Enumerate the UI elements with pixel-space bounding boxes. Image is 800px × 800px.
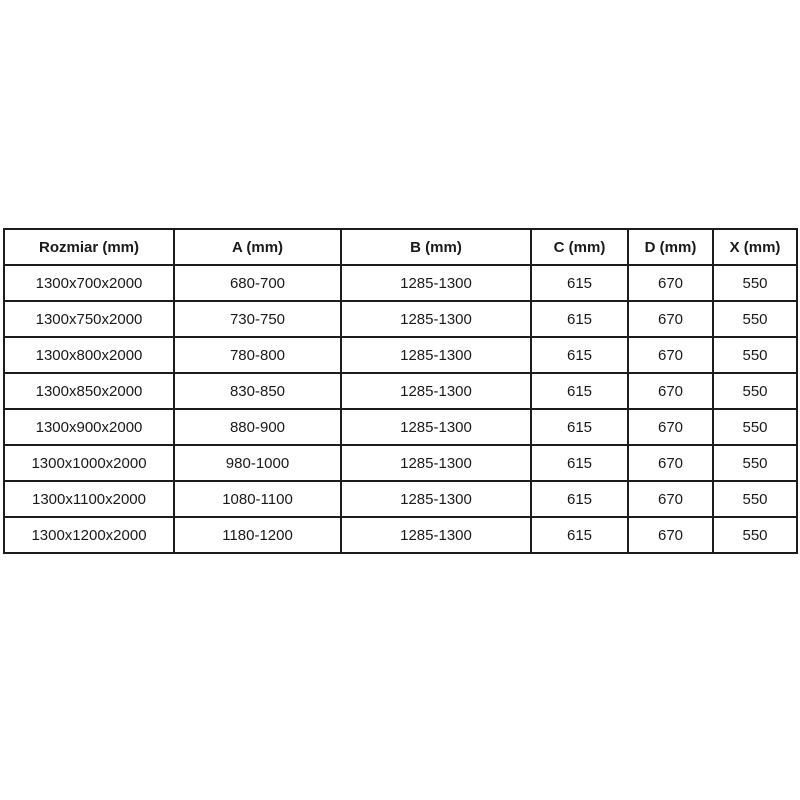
cell-x: 550	[712, 516, 798, 554]
cell-rozmiar: 1300x900x2000	[3, 408, 175, 446]
column-header-d: D (mm)	[627, 228, 714, 266]
cell-a: 880-900	[173, 408, 342, 446]
cell-b: 1285-1300	[340, 444, 532, 482]
cell-c: 615	[530, 336, 629, 374]
cell-rozmiar: 1300x850x2000	[3, 372, 175, 410]
column-header-a: A (mm)	[173, 228, 342, 266]
cell-b: 1285-1300	[340, 300, 532, 338]
cell-x: 550	[712, 480, 798, 518]
cell-x: 550	[712, 372, 798, 410]
cell-x: 550	[712, 264, 798, 302]
cell-d: 670	[627, 264, 714, 302]
cell-rozmiar: 1300x800x2000	[3, 336, 175, 374]
table-row: 1300x1000x2000 980-1000 1285-1300 615 67…	[3, 444, 798, 482]
cell-c: 615	[530, 480, 629, 518]
table-header-row: Rozmiar (mm) A (mm) B (mm) C (mm) D (mm)…	[3, 228, 798, 266]
cell-rozmiar: 1300x700x2000	[3, 264, 175, 302]
cell-c: 615	[530, 264, 629, 302]
column-header-x: X (mm)	[712, 228, 798, 266]
cell-x: 550	[712, 300, 798, 338]
table-row: 1300x850x2000 830-850 1285-1300 615 670 …	[3, 372, 798, 410]
column-header-c: C (mm)	[530, 228, 629, 266]
cell-d: 670	[627, 516, 714, 554]
cell-d: 670	[627, 336, 714, 374]
column-header-rozmiar: Rozmiar (mm)	[3, 228, 175, 266]
cell-rozmiar: 1300x1000x2000	[3, 444, 175, 482]
cell-b: 1285-1300	[340, 516, 532, 554]
table-row: 1300x800x2000 780-800 1285-1300 615 670 …	[3, 336, 798, 374]
cell-a: 980-1000	[173, 444, 342, 482]
column-header-b: B (mm)	[340, 228, 532, 266]
cell-x: 550	[712, 408, 798, 446]
cell-d: 670	[627, 408, 714, 446]
table-row: 1300x900x2000 880-900 1285-1300 615 670 …	[3, 408, 798, 446]
cell-c: 615	[530, 372, 629, 410]
cell-a: 830-850	[173, 372, 342, 410]
cell-rozmiar: 1300x1200x2000	[3, 516, 175, 554]
dimension-spec-table-container: Rozmiar (mm) A (mm) B (mm) C (mm) D (mm)…	[3, 228, 798, 554]
cell-b: 1285-1300	[340, 336, 532, 374]
cell-a: 1180-1200	[173, 516, 342, 554]
cell-x: 550	[712, 336, 798, 374]
cell-d: 670	[627, 480, 714, 518]
cell-d: 670	[627, 444, 714, 482]
table-row: 1300x1100x2000 1080-1100 1285-1300 615 6…	[3, 480, 798, 518]
cell-a: 780-800	[173, 336, 342, 374]
cell-b: 1285-1300	[340, 480, 532, 518]
cell-d: 670	[627, 372, 714, 410]
cell-c: 615	[530, 444, 629, 482]
cell-c: 615	[530, 300, 629, 338]
cell-a: 1080-1100	[173, 480, 342, 518]
cell-b: 1285-1300	[340, 372, 532, 410]
cell-c: 615	[530, 516, 629, 554]
cell-b: 1285-1300	[340, 264, 532, 302]
cell-b: 1285-1300	[340, 408, 532, 446]
cell-a: 730-750	[173, 300, 342, 338]
dimension-spec-table: Rozmiar (mm) A (mm) B (mm) C (mm) D (mm)…	[3, 228, 798, 554]
table-row: 1300x750x2000 730-750 1285-1300 615 670 …	[3, 300, 798, 338]
cell-a: 680-700	[173, 264, 342, 302]
cell-x: 550	[712, 444, 798, 482]
cell-c: 615	[530, 408, 629, 446]
table-row: 1300x1200x2000 1180-1200 1285-1300 615 6…	[3, 516, 798, 554]
cell-d: 670	[627, 300, 714, 338]
table-row: 1300x700x2000 680-700 1285-1300 615 670 …	[3, 264, 798, 302]
cell-rozmiar: 1300x750x2000	[3, 300, 175, 338]
cell-rozmiar: 1300x1100x2000	[3, 480, 175, 518]
